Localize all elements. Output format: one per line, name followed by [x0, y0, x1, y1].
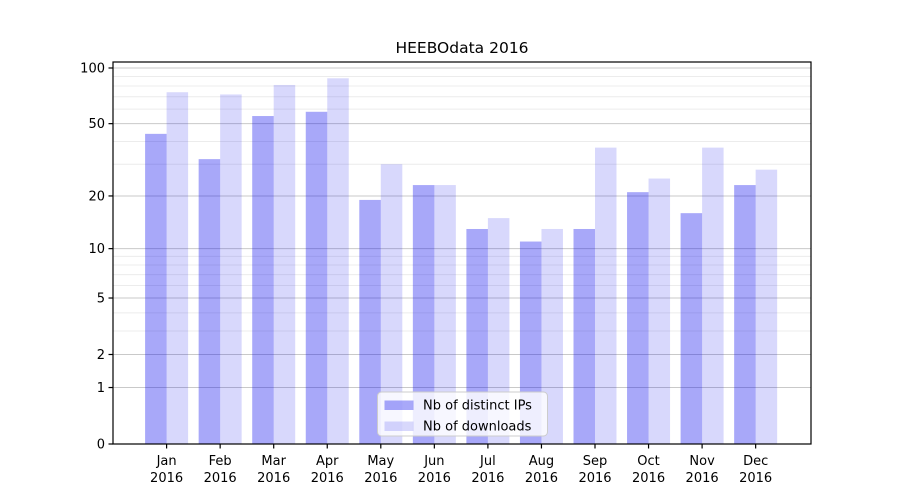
x-tick-label-mar: Mar — [261, 454, 286, 469]
x-tick-label-may: May — [367, 454, 394, 469]
x-tick-year-sep: 2016 — [578, 471, 611, 486]
x-tick-label-dec: Dec — [743, 454, 768, 469]
bar-downloads-nov — [702, 147, 724, 444]
x-tick-year-mar: 2016 — [257, 471, 290, 486]
bar-downloads-aug — [541, 228, 563, 444]
chart-title: HEEBOdata 2016 — [395, 39, 528, 57]
x-tick-label-oct: Oct — [637, 454, 659, 469]
bar-ips-apr — [305, 111, 328, 445]
y-tick-label-10: 10 — [88, 242, 105, 257]
x-tick-label-jun: Jun — [423, 454, 444, 469]
bar-downloads-jan — [166, 92, 189, 444]
x-tick-year-jul: 2016 — [471, 471, 504, 486]
legend-box — [377, 391, 548, 437]
legend-label-downloads: Nb of downloads — [423, 420, 532, 435]
bar-ips-feb — [198, 159, 221, 445]
bar-downloads-dec — [755, 169, 778, 445]
x-tick-label-apr: Apr — [316, 454, 339, 469]
minor-gridlines — [113, 75, 811, 332]
x-tick-year-dec: 2016 — [739, 471, 772, 486]
x-tick-year-apr: 2016 — [311, 471, 344, 486]
bar-downloads-feb — [220, 94, 242, 445]
y-tick-label-1: 1 — [97, 381, 105, 396]
x-tick-year-aug: 2016 — [525, 471, 558, 486]
x-tick-label-nov: Nov — [689, 454, 715, 469]
y-tick-label-50: 50 — [88, 117, 105, 132]
bar-series — [145, 78, 778, 445]
bar-downloads-sep — [595, 147, 617, 444]
plot-border — [112, 61, 812, 445]
bar-downloads-apr — [327, 78, 349, 444]
y-tick-label-20: 20 — [88, 189, 105, 204]
legend-swatch-ips — [384, 400, 414, 410]
x-tick-year-oct: 2016 — [632, 471, 665, 486]
x-tick-year-feb: 2016 — [204, 471, 237, 486]
x-tick-label-jul: Jul — [479, 454, 496, 469]
bar-downloads-jun — [434, 185, 456, 444]
legend-swatch-downloads — [384, 421, 414, 431]
x-tick-label-feb: Feb — [209, 454, 232, 469]
legend: Nb of distinct IPs Nb of downloads — [377, 391, 548, 437]
x-tick-year-nov: 2016 — [686, 471, 719, 486]
x-tick-labels: Jan 2016 Feb 2016 Mar 2016 Apr 2016 May 2016 Jun 20… — [150, 454, 772, 486]
bar-ips-oct — [627, 192, 649, 444]
y-tick-label-2: 2 — [97, 348, 105, 363]
bar-ips-dec — [734, 185, 756, 444]
bar-ips-jan — [145, 133, 167, 444]
bar-ips-may — [359, 199, 381, 444]
x-tick-year-may: 2016 — [364, 471, 397, 486]
bar-ips-nov — [680, 213, 703, 444]
x-tick-label-aug: Aug — [529, 454, 554, 469]
legend-label-ips: Nb of distinct IPs — [423, 399, 532, 414]
y-tick-labels: 0 1 2 5 10 20 50 100 — [80, 61, 105, 452]
y-tick-label-0: 0 — [97, 438, 105, 453]
bar-ips-jul — [466, 228, 488, 444]
bar-downloads-mar — [273, 84, 296, 445]
bar-ips-mar — [252, 116, 274, 445]
bar-downloads-may — [380, 164, 403, 444]
y-tick-label-5: 5 — [97, 292, 105, 307]
bar-ips-jun — [412, 185, 435, 444]
x-tick-label-jan: Jan — [156, 454, 177, 469]
x-tick-label-sep: Sep — [583, 454, 608, 469]
bar-downloads-oct — [648, 178, 671, 444]
major-gridlines — [113, 67, 811, 389]
x-tick-year-jan: 2016 — [150, 471, 183, 486]
x-tick-year-jun: 2016 — [418, 471, 451, 486]
bar-ips-sep — [573, 228, 595, 444]
y-tick-label-100: 100 — [80, 61, 105, 76]
axis-ticks — [108, 67, 757, 449]
bar-downloads-jul — [487, 218, 510, 444]
